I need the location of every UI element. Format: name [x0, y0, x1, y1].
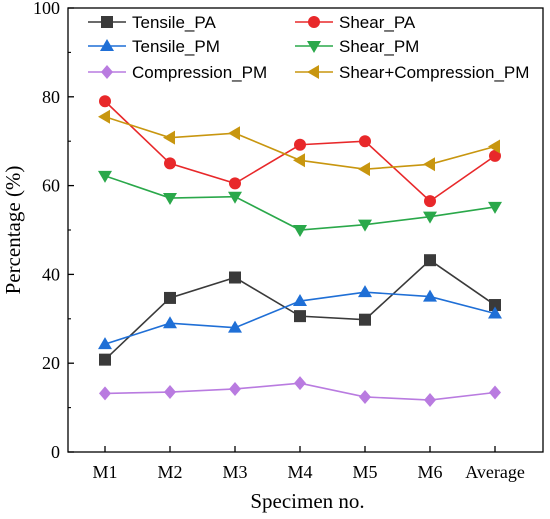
series-compression-pm — [99, 376, 501, 408]
data-point — [98, 337, 112, 350]
data-point — [359, 313, 371, 326]
data-point — [228, 320, 242, 333]
data-point — [99, 386, 111, 401]
legend-item: Tensile_PM — [88, 37, 220, 56]
x-tick-label: M1 — [92, 462, 117, 482]
series-shear-pa — [99, 95, 501, 208]
data-point — [293, 153, 305, 168]
data-point — [423, 157, 435, 172]
data-point — [164, 385, 176, 400]
data-point — [359, 389, 371, 404]
data-point — [98, 170, 112, 183]
data-point — [424, 195, 436, 208]
series-line — [104, 100, 496, 203]
data-point — [358, 162, 370, 177]
series-line — [104, 175, 496, 231]
legend-label: Tensile_PM — [132, 37, 220, 56]
data-point — [423, 289, 437, 302]
data-point — [229, 381, 241, 396]
data-point — [424, 254, 436, 267]
y-tick-label: 60 — [42, 176, 60, 196]
y-axis-title: Percentage (%) — [1, 166, 25, 295]
legend-marker — [307, 41, 321, 53]
legend-marker — [101, 65, 113, 79]
series-tensile-pm — [98, 285, 502, 350]
data-point — [488, 139, 500, 154]
data-point — [488, 201, 502, 214]
series-shear-pm — [98, 170, 502, 237]
series-tensile-pa — [99, 254, 501, 366]
legend: Tensile_PA Shear_PA Tensile_PM Shear_PM Comp… — [88, 13, 529, 82]
series-shear-compression-pm — [98, 109, 500, 177]
legend-marker — [307, 65, 319, 79]
data-point — [163, 130, 175, 145]
data-point — [423, 211, 437, 224]
legend-item: Shear_PA — [295, 13, 416, 32]
data-point — [488, 306, 502, 319]
x-axis-title: Specimen no. — [250, 489, 364, 513]
legend-label: Shear_PA — [339, 13, 416, 32]
data-point — [99, 353, 111, 366]
data-point — [424, 393, 436, 408]
data-point — [229, 177, 241, 190]
legend-item: Shear+Compression_PM — [295, 63, 529, 82]
data-point — [294, 138, 306, 151]
x-tick-label: M5 — [352, 462, 377, 482]
data-point — [294, 310, 306, 323]
y-tick-label: 80 — [42, 87, 60, 107]
data-point — [294, 376, 306, 391]
legend-item: Compression_PM — [88, 63, 267, 82]
y-tick-label: 100 — [33, 0, 60, 18]
series-line — [104, 259, 496, 361]
data-point — [358, 219, 372, 232]
legend-item: Shear_PM — [295, 37, 419, 56]
data-point — [163, 193, 177, 206]
data-point — [293, 225, 307, 237]
data-point — [358, 285, 372, 298]
y-tick-label: 0 — [51, 442, 60, 462]
data-point — [99, 95, 111, 108]
y-tick-label: 20 — [42, 353, 60, 373]
legend-label: Compression_PM — [132, 63, 267, 82]
legend-marker — [101, 16, 113, 28]
data-point — [164, 157, 176, 170]
x-tick-label: M3 — [222, 462, 247, 482]
legend-item: Tensile_PA — [88, 13, 216, 32]
data-point — [489, 149, 501, 162]
data-point — [228, 126, 240, 141]
x-tick-label: M6 — [417, 462, 442, 482]
legend-label: Tensile_PA — [132, 13, 216, 32]
series-layer — [98, 95, 502, 408]
data-point — [229, 271, 241, 284]
legend-label: Shear+Compression_PM — [339, 63, 529, 82]
x-tick-label: M2 — [157, 462, 182, 482]
data-point — [98, 109, 110, 124]
legend-marker — [100, 39, 114, 51]
data-point — [489, 299, 501, 312]
legend-marker — [308, 16, 320, 28]
data-point — [163, 316, 177, 329]
data-point — [164, 291, 176, 304]
data-point — [228, 191, 242, 204]
data-point — [489, 385, 501, 400]
x-tick-label: Average — [465, 462, 525, 482]
axes: 0 20 40 60 80 100 M1 M2 M3 M4 M5 M6 Average — [33, 0, 544, 482]
x-tick-label: M4 — [287, 462, 312, 482]
data-point — [359, 135, 371, 148]
legend-label: Shear_PM — [339, 37, 419, 56]
y-tick-label: 40 — [42, 264, 60, 284]
data-point — [293, 294, 307, 307]
